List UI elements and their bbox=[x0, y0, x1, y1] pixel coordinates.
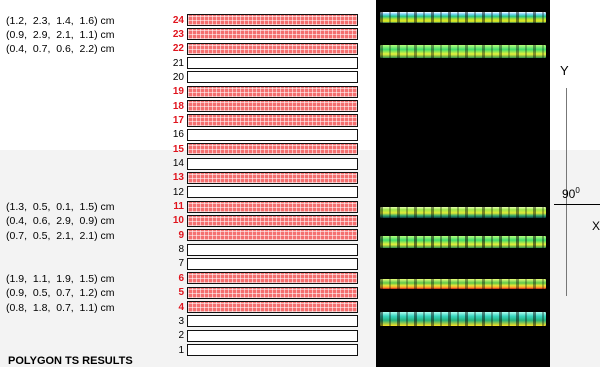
dimension-label-row-6: (1.9, 1.1, 1.9, 1.5) cm bbox=[6, 272, 115, 285]
row-number-12: 12 bbox=[172, 186, 184, 198]
layer-row-3 bbox=[187, 315, 358, 328]
scan-strip-upper bbox=[380, 45, 546, 58]
angle-superscript: 0 bbox=[575, 186, 580, 195]
dimension-label-row-24: (1.2, 2.3, 1.4, 1.6) cm bbox=[6, 14, 115, 27]
row-number-20: 20 bbox=[172, 71, 184, 83]
layer-row-17 bbox=[187, 114, 358, 127]
layer-row-23 bbox=[187, 28, 358, 41]
row-number-7: 7 bbox=[178, 258, 184, 270]
scan-strip-upper-gaps bbox=[380, 45, 546, 58]
layer-row-6 bbox=[187, 272, 358, 285]
row-number-1: 1 bbox=[178, 344, 184, 356]
scan-strip-bottom-a bbox=[380, 279, 546, 289]
scan-image bbox=[376, 0, 550, 367]
row-number-9: 9 bbox=[178, 229, 184, 241]
row-number-14: 14 bbox=[172, 158, 184, 169]
row-number-19: 19 bbox=[172, 86, 184, 98]
polygon-ts-results-title: POLYGON TS RESULTS bbox=[8, 355, 133, 367]
layer-row-8 bbox=[187, 243, 358, 256]
layer-row-10 bbox=[187, 214, 358, 227]
row-number-10: 10 bbox=[172, 215, 184, 227]
layer-row-5 bbox=[187, 286, 358, 299]
scan-strip-bottom-b bbox=[380, 312, 546, 326]
layer-row-24 bbox=[187, 14, 358, 27]
row-number-16: 16 bbox=[172, 129, 184, 141]
dimension-label-row-10: (0.4, 0.6, 2.9, 0.9) cm bbox=[6, 215, 115, 228]
x-axis-line bbox=[554, 204, 600, 205]
angle-value: 90 bbox=[562, 187, 576, 201]
layer-row-4 bbox=[187, 301, 358, 314]
angle-label: 900 bbox=[562, 186, 580, 201]
scan-strip-lower-gaps bbox=[380, 236, 546, 248]
row-number-11: 11 bbox=[173, 201, 184, 213]
row-number-15: 15 bbox=[172, 143, 184, 155]
layer-row-9 bbox=[187, 229, 358, 242]
layer-row-1 bbox=[187, 344, 358, 357]
dimension-label-row-11: (1.3, 0.5, 0.1, 1.5) cm bbox=[6, 201, 115, 214]
layer-row-20 bbox=[187, 71, 358, 84]
scan-strip-middle-gaps bbox=[380, 207, 546, 218]
layer-row-11 bbox=[187, 200, 358, 213]
scan-strip-bottom-b-gaps bbox=[380, 312, 546, 326]
row-number-17: 17 bbox=[172, 114, 184, 126]
row-number-22: 22 bbox=[172, 43, 184, 55]
row-number-3: 3 bbox=[178, 315, 184, 327]
layer-row-2 bbox=[187, 329, 358, 342]
row-number-23: 23 bbox=[172, 28, 184, 40]
layer-row-19 bbox=[187, 85, 358, 98]
row-number-13: 13 bbox=[172, 172, 184, 184]
layer-row-15 bbox=[187, 143, 358, 156]
layer-row-14 bbox=[187, 157, 358, 170]
row-number-8: 8 bbox=[178, 244, 184, 256]
layer-row-7 bbox=[187, 257, 358, 271]
scan-strip-bottom-a-gaps bbox=[380, 279, 546, 289]
layer-row-16 bbox=[187, 128, 358, 141]
row-number-5: 5 bbox=[178, 287, 184, 299]
scan-strip-top bbox=[380, 12, 546, 23]
layer-row-18 bbox=[187, 100, 358, 113]
dimension-label-row-5: (0.9, 0.5, 0.7, 1.2) cm bbox=[6, 287, 115, 300]
x-axis-label: X bbox=[592, 219, 600, 233]
layer-row-21 bbox=[187, 57, 358, 70]
dimension-label-row-9: (0.7, 0.5, 2.1, 2.1) cm bbox=[6, 229, 115, 242]
row-number-4: 4 bbox=[178, 301, 184, 313]
layer-row-12 bbox=[187, 186, 358, 199]
row-number-6: 6 bbox=[178, 272, 184, 284]
scan-strip-top-gaps bbox=[380, 12, 546, 23]
scan-strip-middle bbox=[380, 207, 546, 218]
y-axis-label: Y bbox=[560, 63, 569, 78]
row-number-21: 21 bbox=[172, 57, 184, 69]
row-number-18: 18 bbox=[172, 100, 184, 112]
layer-row-13 bbox=[187, 171, 358, 184]
layer-row-22 bbox=[187, 42, 358, 55]
dimension-label-row-22: (0.4, 0.7, 0.6, 2.2) cm bbox=[6, 43, 115, 56]
dimension-label-row-4: (0.8, 1.8, 0.7, 1.1) cm bbox=[6, 301, 115, 314]
y-axis-line bbox=[566, 88, 567, 296]
dimension-label-row-23: (0.9, 2.9, 2.1, 1.1) cm bbox=[6, 28, 115, 41]
row-number-2: 2 bbox=[178, 330, 184, 342]
row-number-24: 24 bbox=[172, 14, 184, 26]
